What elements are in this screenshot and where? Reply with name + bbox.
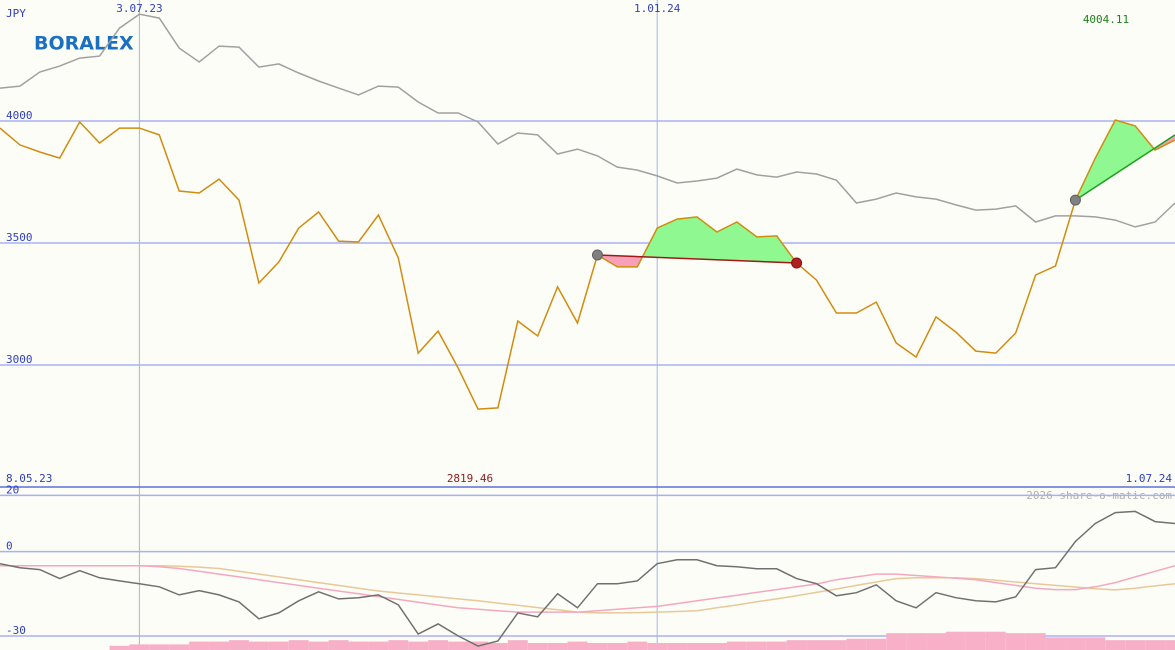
- bar: [667, 642, 688, 650]
- series-line: [0, 564, 1175, 614]
- bar: [229, 640, 249, 650]
- bar: [567, 641, 588, 650]
- bar: [766, 641, 787, 650]
- bar: [1165, 640, 1175, 650]
- bar: [706, 642, 727, 650]
- bar: [607, 642, 628, 650]
- bar: [448, 641, 469, 650]
- y-tick-label: -30: [6, 624, 26, 637]
- bar: [1065, 637, 1086, 650]
- bar: [806, 640, 827, 650]
- max-label: 4004.11: [1083, 13, 1129, 26]
- bar: [846, 638, 867, 650]
- bar: [547, 642, 568, 650]
- bar: [487, 642, 508, 650]
- y-tick-label: 3500: [6, 231, 33, 244]
- series-line: [0, 510, 1175, 647]
- trade-exit: [791, 257, 803, 269]
- bar: [587, 642, 608, 650]
- bar: [965, 631, 986, 650]
- y-tick-label: 3000: [6, 353, 33, 366]
- x-tick-label: 8.05.23: [6, 472, 52, 485]
- bar: [388, 640, 409, 650]
- logo: BORALEX: [34, 33, 134, 55]
- bar: [149, 644, 170, 650]
- y-tick-label: 0: [6, 540, 13, 553]
- bar: [726, 641, 747, 650]
- bar: [1105, 640, 1126, 650]
- y-tick-label: 20: [6, 483, 19, 496]
- trade-gain-area: [1075, 120, 1175, 201]
- bar: [328, 640, 349, 650]
- bar: [248, 641, 269, 650]
- trade-line: [597, 254, 797, 264]
- x-tick-label: 1.07.24: [1126, 472, 1173, 485]
- bar: [348, 641, 369, 650]
- bar: [428, 640, 449, 650]
- bar: [1145, 640, 1166, 650]
- trade-entry: [591, 249, 603, 261]
- currency: JPY: [6, 7, 26, 20]
- bar: [1045, 637, 1066, 650]
- bar: [647, 642, 668, 650]
- bar: [169, 644, 190, 650]
- bar: [627, 641, 648, 650]
- bar: [1125, 640, 1146, 650]
- bar: [926, 633, 946, 650]
- bar: [408, 641, 429, 650]
- bar: [826, 640, 847, 650]
- bar: [507, 640, 528, 650]
- x-tick-label: 3.07.23: [116, 2, 162, 15]
- trade-line: [1075, 134, 1175, 201]
- bar: [189, 641, 210, 650]
- bar: [985, 631, 1006, 650]
- bar: [886, 633, 907, 650]
- bar: [527, 642, 548, 650]
- bar: [308, 641, 329, 650]
- bar: [1005, 633, 1026, 650]
- bar: [288, 640, 309, 650]
- bar: [945, 631, 966, 650]
- series-line: [0, 13, 1175, 228]
- trade-entry: [1069, 194, 1081, 206]
- series-line: [0, 564, 1175, 613]
- series-line: [0, 119, 1175, 410]
- bar: [1025, 633, 1046, 650]
- trade-gain-area: [597, 216, 797, 264]
- bar: [866, 638, 887, 650]
- bar: [109, 645, 130, 650]
- x-tick-label: 1.01.24: [634, 2, 681, 15]
- bar: [268, 641, 289, 650]
- bar: [1085, 637, 1106, 650]
- bar: [368, 641, 389, 650]
- min-label: 2819.46: [447, 472, 493, 485]
- bar: [906, 633, 927, 650]
- bar: [746, 641, 767, 650]
- bar: [129, 644, 150, 650]
- y-tick-label: 4000: [6, 109, 33, 122]
- bar: [209, 641, 230, 650]
- bar: [687, 642, 707, 650]
- bar: [786, 640, 807, 650]
